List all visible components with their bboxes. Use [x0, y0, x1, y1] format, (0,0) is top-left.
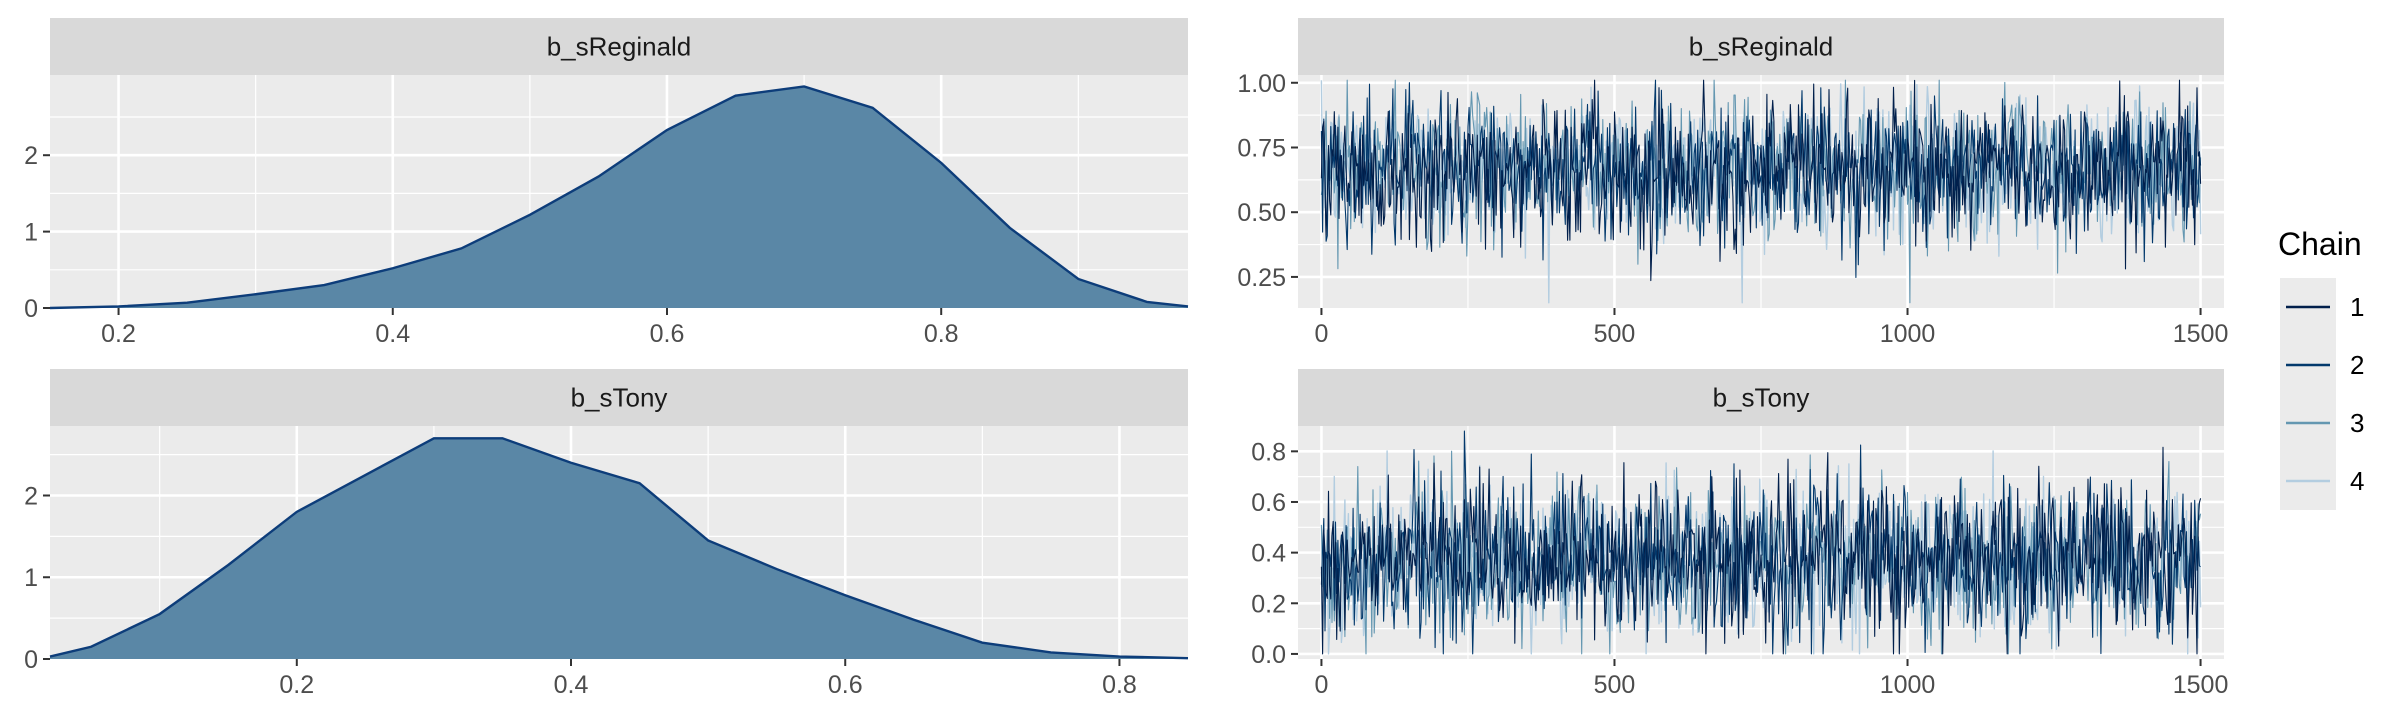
- y-tick-label: 1.00: [1237, 70, 1286, 98]
- y-tick-label: 1: [24, 219, 38, 247]
- x-tick-label: 0: [1314, 671, 1328, 699]
- panel-strip: [50, 18, 1188, 75]
- density-area: [50, 438, 1188, 659]
- y-tick-label: 0: [24, 646, 38, 674]
- panel-title: b_sReginald: [547, 32, 692, 62]
- legend: Chain 1 2 3 4: [2278, 226, 2364, 510]
- legend-title: Chain: [2278, 226, 2362, 262]
- density-line: [49, 85, 1189, 310]
- x-tick-label: 1000: [1880, 320, 1936, 348]
- y-tick-label: 0.50: [1237, 199, 1286, 227]
- x-tick-label: 0.2: [279, 671, 314, 699]
- trace-line-chain-2: [1320, 430, 2201, 655]
- legend-label: 3: [2350, 408, 2364, 438]
- trace-line-chain-1: [1320, 79, 2202, 282]
- panel-title: b_sReginald: [1689, 32, 1834, 62]
- y-tick-label: 0.8: [1251, 438, 1286, 466]
- y-tick-label: 2: [24, 482, 38, 510]
- legend-label: 2: [2350, 350, 2364, 380]
- panel-1: b_sReginald 0.2 0.4 0.6 0.8 0 1 2: [24, 18, 1189, 348]
- trace-line-chain-2: [1320, 79, 2202, 279]
- x-tick-label: 0.2: [101, 320, 136, 348]
- x-tick-label: 500: [1594, 320, 1636, 348]
- density-line: [49, 437, 1189, 660]
- panel-strip: [1298, 18, 2224, 75]
- legend-label: 1: [2350, 292, 2364, 322]
- panel-4: b_sTony 0 500 1000 1500 0.0 0.2 0.4 0.6 0.8: [1251, 369, 2228, 699]
- y-tick-label: 0.75: [1237, 134, 1286, 162]
- y-tick-label: 0.25: [1237, 264, 1286, 292]
- x-tick-label: 500: [1594, 671, 1636, 699]
- panel-strip: [1298, 369, 2224, 426]
- y-tick-label: 1: [24, 564, 38, 592]
- x-tick-label: 1500: [2173, 671, 2229, 699]
- x-tick-label: 0.4: [375, 320, 410, 348]
- x-tick-label: 0.8: [924, 320, 959, 348]
- y-tick-label: 0.6: [1251, 489, 1286, 517]
- x-tick-label: 0.4: [554, 671, 589, 699]
- y-tick-label: 0.4: [1251, 540, 1286, 568]
- panel-2: b_sReginald 0 500 1000 1500 0.25 0.50 0.75 1.00: [1237, 18, 2228, 348]
- trace-line-chain-1: [1320, 446, 2202, 655]
- y-tick-label: 0.2: [1251, 590, 1286, 618]
- x-tick-label: 0.8: [1102, 671, 1137, 699]
- panel-title: b_sTony: [571, 383, 668, 413]
- legend-label: 4: [2350, 466, 2364, 496]
- y-tick-label: 2: [24, 142, 38, 170]
- x-tick-label: 1000: [1880, 671, 1936, 699]
- x-tick-label: 0.6: [828, 671, 863, 699]
- x-tick-label: 1500: [2173, 320, 2229, 348]
- panel-3: b_sTony 0.2 0.4 0.6 0.8 0 1 2: [24, 369, 1189, 699]
- panel-title: b_sTony: [1713, 383, 1810, 413]
- x-tick-label: 0.6: [650, 320, 685, 348]
- panel-strip: [50, 369, 1188, 426]
- density-area: [50, 86, 1188, 308]
- y-tick-label: 0.0: [1251, 641, 1286, 669]
- x-tick-label: 0: [1314, 320, 1328, 348]
- y-tick-label: 0: [24, 295, 38, 323]
